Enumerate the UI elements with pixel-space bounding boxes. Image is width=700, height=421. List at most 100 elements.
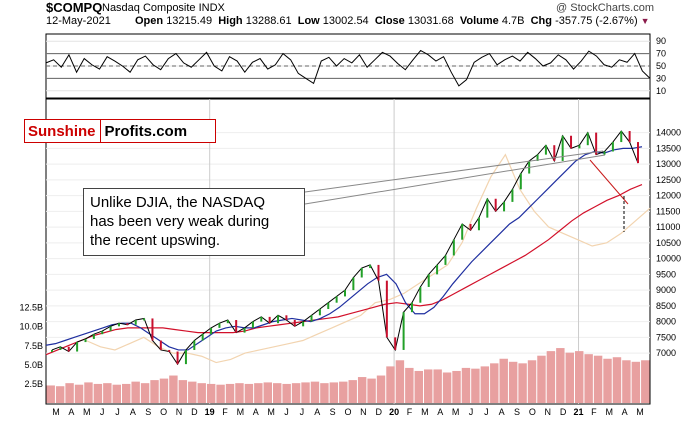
ticker-symbol: $COMPQ [46, 0, 103, 15]
volume-bar [575, 351, 584, 403]
price-candle [486, 198, 489, 218]
price-candle [210, 327, 213, 335]
volume-bar [282, 383, 291, 403]
volume-bar [414, 370, 423, 403]
price-candle [436, 264, 439, 275]
price-candle [243, 327, 246, 333]
price-tick-label: 11500 [656, 206, 680, 216]
price-candle [461, 223, 464, 240]
rsi-tick-label: 90 [656, 36, 666, 46]
volume-bar [405, 367, 414, 403]
x-tick-label: A [253, 407, 259, 417]
x-tick-label: S [330, 407, 336, 417]
x-tick-label: J [300, 407, 305, 417]
volume-bar [480, 366, 490, 403]
annotation-box: Unlike DJIA, the NASDAQ has been very we… [83, 188, 305, 256]
price-candle [59, 346, 62, 350]
x-tick-label: M [636, 407, 644, 417]
volume-bar [593, 355, 603, 403]
volume-bar [376, 375, 386, 403]
x-tick-label: F [591, 407, 597, 417]
price-tick-label: 12000 [656, 191, 681, 201]
volume-bar [556, 348, 565, 403]
volume-bar [122, 383, 131, 403]
volume-bar [424, 369, 433, 403]
volume-bar [603, 358, 612, 403]
volume-bar [188, 381, 197, 403]
volume-bar [93, 383, 103, 403]
price-candle [410, 302, 413, 313]
price-candle [235, 320, 238, 333]
price-tick-label: 9500 [656, 269, 676, 279]
ma50-line [45, 146, 643, 351]
price-candle [92, 334, 95, 339]
ohlc-quote: Open 13215.49 High 13288.61 Low 13002.54… [135, 15, 650, 27]
price-candle [67, 346, 70, 352]
price-candle [302, 321, 305, 327]
volume-bar [112, 384, 121, 403]
triangle-down-icon: ▼ [640, 16, 650, 26]
volume-bar [65, 383, 74, 403]
rsi-tick-label: 50 [656, 61, 666, 71]
volume-bar [622, 360, 631, 403]
price-candle [553, 145, 556, 161]
price-tick-label: 14000 [656, 128, 681, 138]
volume-bar [103, 383, 112, 403]
annotation-line-1: Unlike DJIA, the NASDAQ [90, 194, 266, 211]
volume-bar [244, 383, 254, 403]
volume-bar [452, 370, 461, 403]
price-candle [595, 132, 598, 155]
price-candle [544, 145, 547, 155]
price-candle [76, 342, 79, 352]
x-tick-label: S [145, 407, 151, 417]
volume-bar [329, 382, 339, 403]
x-tick-label: O [160, 407, 167, 417]
price-tick-label: 13000 [656, 159, 681, 169]
x-tick-label: M [606, 407, 614, 417]
price-tick-label: 11000 [656, 222, 680, 232]
volume-tick-label: 2.5B [24, 379, 43, 389]
price-candle [578, 145, 581, 149]
price-candle [427, 274, 430, 287]
x-tick-label: A [437, 407, 443, 417]
volume-tick-label: 5.0B [24, 360, 43, 370]
x-tick-label: A [68, 407, 74, 417]
volume-bar [641, 360, 650, 403]
price-candle [318, 309, 321, 316]
price-tick-label: 10000 [656, 254, 681, 264]
volume-tick-label: 10.0B [19, 322, 43, 332]
price-candle [134, 320, 137, 325]
volume-bar [395, 360, 405, 403]
volume-bar [150, 380, 159, 403]
price-candle [51, 349, 53, 352]
price-candle [260, 316, 263, 322]
price-candle [218, 323, 221, 328]
price-candle [344, 290, 346, 297]
volume-bar [291, 383, 301, 403]
price-candle [419, 286, 422, 303]
price-candle [494, 198, 497, 212]
price-candle [561, 135, 564, 161]
x-tick-label: F [407, 407, 413, 417]
volume-bar [216, 384, 225, 403]
price-candle [570, 135, 573, 149]
price-tick-label: 9000 [656, 285, 676, 295]
volume-bar [225, 383, 235, 403]
chart-header: $COMPQ Nasdaq Composite INDX @ StockChar… [0, 0, 700, 32]
price-candle [586, 132, 589, 146]
x-tick-label: M [83, 407, 91, 417]
x-tick-label: M [421, 407, 429, 417]
rsi-line [45, 49, 651, 87]
volume-bar [46, 385, 55, 403]
volume-bar [631, 361, 641, 403]
price-candle [377, 264, 380, 281]
annotation-line-2: has been very weak during [90, 213, 270, 230]
price-candle [360, 268, 363, 278]
x-tick-label: O [529, 407, 536, 417]
price-candle [184, 349, 187, 365]
volume-tick-label: 12.5B [19, 303, 43, 313]
x-tick-label: J [484, 407, 489, 417]
price-panel-frame [45, 98, 651, 405]
volume-bar [235, 383, 244, 403]
